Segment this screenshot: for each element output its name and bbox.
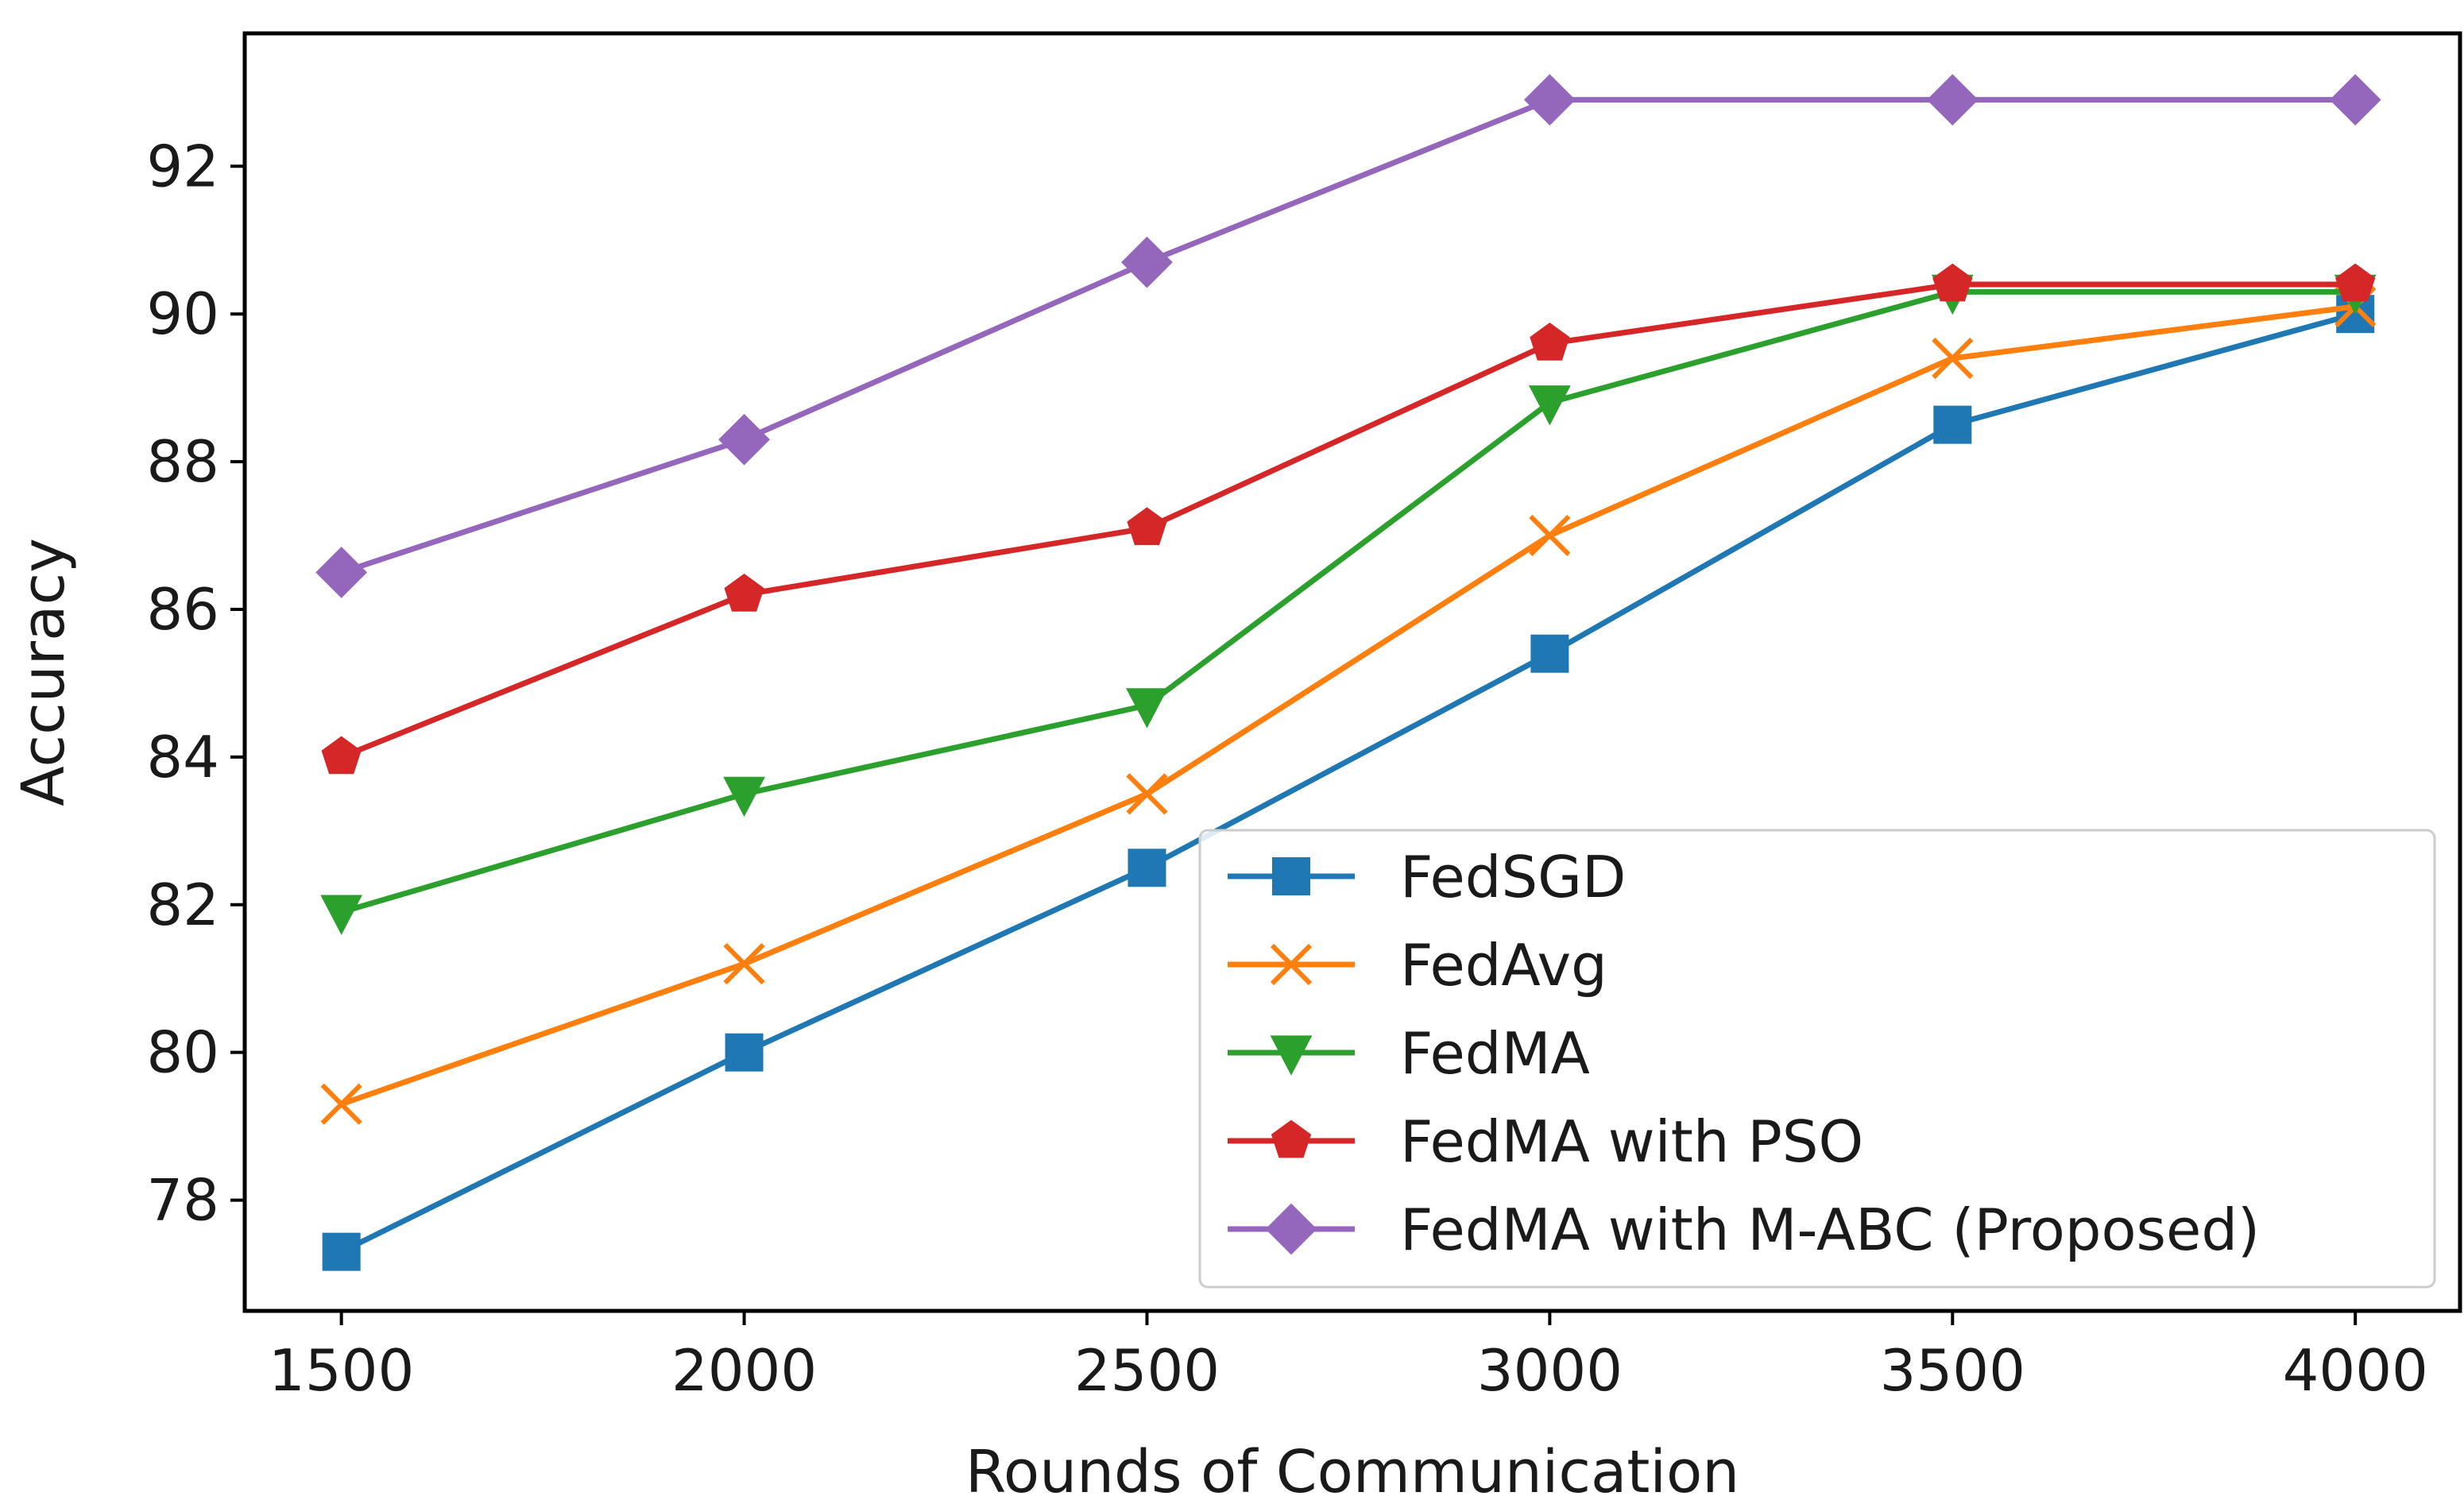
point-4-0: [315, 547, 368, 598]
series-layer: [315, 74, 2381, 1271]
point-2-1: [723, 776, 765, 818]
x-axis: 1500 2000 2500 3000 3500 4000: [269, 1311, 2428, 1404]
legend: FedSGD FedAvg FedMA FedMA with PSO FedMA wit…: [1198, 829, 2436, 1289]
point-3-5: [2335, 263, 2376, 302]
x-tick-label-1500: 1500: [269, 1337, 414, 1404]
point-4-4: [1926, 74, 1979, 126]
point-0-2: [1128, 849, 1166, 887]
legend-marker-0: [1272, 857, 1310, 895]
legend-label-3: FedMA with PSO: [1400, 1108, 1863, 1175]
series-line-0: [338, 311, 2358, 1255]
y-tick-label-86: 86: [146, 576, 219, 643]
legend-box: [1198, 829, 2436, 1289]
point-1-2: [1126, 773, 1168, 815]
x-tick-label-3500: 3500: [1880, 1337, 2025, 1404]
y-axis-label: Accuracy: [10, 538, 78, 806]
y-tick-label-88: 88: [146, 428, 219, 495]
legend-marker-3: [1271, 1119, 1312, 1158]
x-tick-label-4000: 4000: [2283, 1337, 2428, 1404]
point-4-3: [1523, 74, 1576, 126]
series-0: [322, 295, 2375, 1271]
point-3-1: [724, 574, 764, 612]
point-0-0: [322, 1232, 361, 1271]
legend-label-2: FedMA: [1400, 1020, 1590, 1087]
x-tick-label-3000: 3000: [1477, 1337, 1623, 1404]
series-line-3: [338, 281, 2358, 760]
point-1-0: [320, 1083, 362, 1125]
legend-label-1: FedAvg: [1400, 932, 1607, 999]
legend-label-4: FedMA with M-ABC (Proposed): [1400, 1196, 2260, 1263]
point-0-3: [1530, 634, 1569, 673]
point-0-4: [1933, 405, 1972, 444]
x-axis-label: Rounds of Communication: [965, 1438, 1739, 1496]
point-1-3-stroke-b: [1529, 514, 1571, 557]
x-tick-label-2000: 2000: [671, 1337, 817, 1404]
point-1-0-stroke-b: [320, 1083, 362, 1125]
point-1-3: [1529, 514, 1571, 557]
point-4-5: [2329, 74, 2381, 126]
legend-marker-1-stroke-b: [1270, 943, 1313, 986]
legend-marker-4: [1265, 1203, 1317, 1255]
point-3-3: [1530, 322, 1570, 361]
point-1-1-stroke-b: [723, 943, 765, 985]
legend-label-0: FedSGD: [1400, 844, 1626, 910]
y-tick-label-92: 92: [146, 133, 219, 199]
point-1-2-stroke-b: [1126, 773, 1168, 815]
y-tick-label-78: 78: [146, 1167, 219, 1234]
y-tick-label-90: 90: [146, 280, 219, 347]
legend-marker-2: [1270, 1035, 1313, 1076]
legend-marker-1: [1270, 943, 1313, 986]
point-2-2: [1126, 688, 1168, 729]
series-1: [320, 285, 2377, 1125]
point-3-2: [1127, 507, 1167, 546]
point-3-4: [1932, 263, 1973, 302]
series-4: [315, 74, 2381, 598]
y-tick-label-80: 80: [146, 1019, 219, 1086]
point-1-1: [723, 943, 765, 985]
point-4-1: [718, 413, 770, 466]
point-2-0: [320, 895, 363, 935]
point-3-0: [321, 736, 362, 775]
series-line-4: [338, 97, 2358, 576]
y-tick-label-82: 82: [146, 872, 219, 938]
point-1-4-stroke-b: [1932, 337, 1974, 380]
series-line-1: [338, 303, 2358, 1108]
series-3: [321, 263, 2376, 775]
series-line-2: [338, 288, 2358, 915]
point-4-2: [1121, 236, 1173, 288]
y-axis: 78 80 82 84 86 88 90 92: [146, 133, 245, 1234]
point-1-4: [1932, 337, 1974, 380]
point-0-1: [725, 1033, 764, 1072]
point-2-3: [1528, 385, 1571, 426]
y-tick-label-84: 84: [146, 724, 219, 791]
x-tick-label-2500: 2500: [1074, 1337, 1220, 1404]
